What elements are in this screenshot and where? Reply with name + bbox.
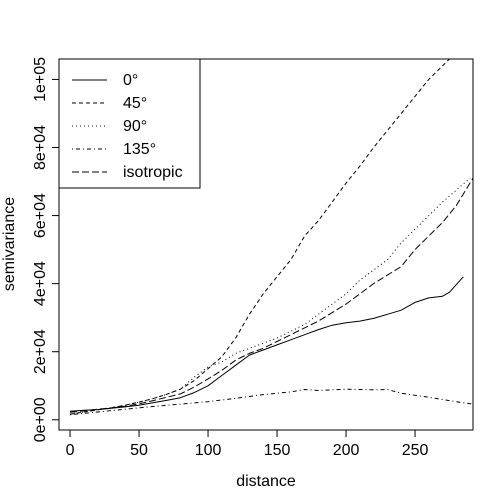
y-tick-label: 4e+04: [32, 261, 49, 306]
series-line-4: [69, 388, 473, 416]
x-tick-label: 50: [130, 442, 148, 459]
series-layer: [69, 59, 473, 416]
series-line-2: [69, 59, 451, 415]
legend-label: 90°: [123, 118, 147, 135]
x-tick-label: 150: [264, 442, 291, 459]
legend: 0° 45° 90° 135° isotropic: [58, 58, 201, 189]
y-tick-label: 0e+00: [32, 397, 49, 442]
x-tick-label: 250: [402, 442, 429, 459]
x-tick-label: 200: [333, 442, 360, 459]
legend-label: isotropic: [123, 164, 183, 181]
legend-label: 0°: [123, 72, 138, 89]
x-axis-label: distance: [236, 473, 296, 490]
plot-frame: [58, 58, 474, 431]
y-axis-label: semivariance: [1, 197, 18, 291]
series-line-5: [69, 177, 473, 413]
y-tick-label: 2e+04: [32, 329, 49, 374]
legend-label: 135°: [123, 141, 156, 158]
y-tick-label: 1e+05: [32, 57, 49, 102]
series-line-3: [69, 177, 471, 415]
x-tick-label: 0: [66, 442, 75, 459]
x-tick-label: 100: [195, 442, 222, 459]
y-tick-label: 6e+04: [32, 193, 49, 238]
y-tick-label: 8e+04: [32, 125, 49, 170]
series-line-1: [69, 276, 464, 412]
axes-layer: 0 50 100 150 200 250 0e+00 2e+04 4e+04 6e+04 8e+04…: [32, 57, 429, 459]
legend-label: 45°: [123, 95, 147, 112]
